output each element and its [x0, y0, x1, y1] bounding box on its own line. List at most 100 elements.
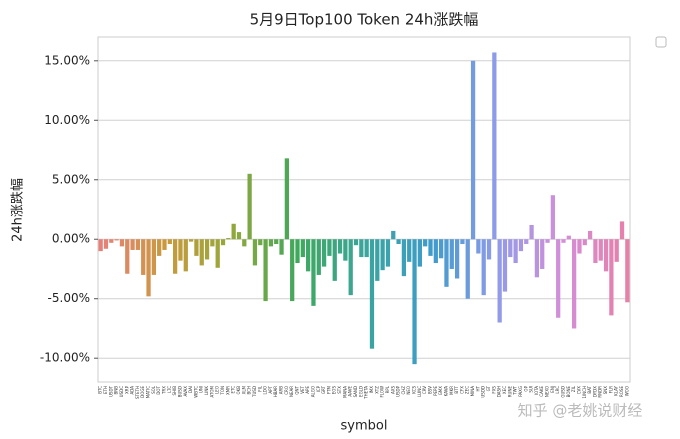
x-tick-label: CVX — [576, 386, 581, 395]
bar — [593, 239, 598, 264]
x-tick-label: ZIL — [571, 385, 576, 392]
bar — [540, 239, 545, 269]
bar — [300, 239, 305, 258]
bar — [412, 239, 417, 365]
x-tick-label: LUNC — [417, 386, 422, 397]
x-tick-label: OP — [523, 385, 528, 391]
x-tick-label: FTM — [326, 385, 331, 394]
x-tick-label: APT — [268, 385, 273, 393]
x-tick-label: XRP — [124, 385, 129, 394]
bar — [231, 223, 236, 240]
x-tick-label: USDP — [396, 385, 401, 397]
bar — [109, 239, 114, 243]
x-tick-label: TUSD — [252, 386, 257, 398]
x-tick-label: USDD — [481, 386, 486, 398]
y-tick-label: 0.00% — [52, 232, 90, 246]
bar — [598, 239, 603, 261]
bar-layer — [98, 52, 630, 365]
bar — [587, 230, 593, 240]
bar — [220, 239, 226, 246]
bar — [210, 239, 215, 247]
bar — [529, 224, 534, 240]
bar — [433, 239, 438, 264]
bar — [380, 239, 385, 271]
bar — [534, 239, 540, 278]
x-tick-label: EOS — [332, 386, 337, 395]
x-tick-label: 1INCH — [582, 386, 587, 399]
bar — [321, 239, 327, 267]
x-tick-label: NEXO — [545, 386, 550, 397]
bar — [625, 239, 630, 303]
x-tick-label: IMX — [369, 386, 374, 394]
bar — [279, 239, 284, 255]
x-tick-label: DAI — [188, 386, 193, 393]
bar — [188, 239, 194, 242]
bar — [513, 239, 518, 264]
watermark: 知乎 @老姚说财经 — [518, 402, 643, 420]
x-tick-label: MATIC — [146, 386, 151, 399]
x-tick-label: DYDX — [592, 386, 597, 397]
bar — [263, 239, 268, 302]
x-tick-label: HT — [475, 385, 480, 391]
bar — [423, 239, 428, 247]
bar — [130, 239, 135, 250]
x-tick-label: GMX — [438, 386, 443, 396]
bar — [199, 239, 204, 266]
x-tick-label: LDO — [263, 386, 268, 394]
x-tick-label: XMR — [225, 386, 230, 395]
x-tick-label: EGLD — [358, 386, 363, 397]
x-tick-label: LTC — [167, 386, 172, 393]
bar — [242, 239, 247, 247]
x-tick-label: IOTA — [534, 386, 539, 395]
x-tick-label: DASH — [497, 386, 502, 397]
bar — [502, 239, 508, 292]
x-tick-label: GT — [486, 385, 491, 391]
x-tick-label: LRC — [555, 386, 560, 394]
x-tick-label: FLR — [608, 386, 613, 394]
x-tick-label: KLAY — [614, 385, 619, 395]
x-tick-label: SAND — [353, 386, 358, 397]
x-tick-label: QNT — [295, 385, 300, 394]
bar — [481, 239, 486, 296]
bar — [375, 239, 380, 281]
bar — [454, 239, 460, 279]
bar — [492, 52, 497, 240]
bar — [306, 239, 311, 272]
x-tick-label: XEC — [502, 386, 507, 394]
x-tick-label: APE — [305, 386, 310, 394]
x-tick-label: BAT — [587, 385, 592, 393]
x-tick-label: CHZ — [401, 386, 406, 395]
x-tick-label: WBTC — [193, 386, 198, 398]
x-tick-label: DOT — [156, 385, 161, 394]
bar — [247, 173, 252, 240]
bar — [332, 239, 337, 281]
bar — [359, 239, 364, 258]
x-tick-label: BSV — [428, 386, 433, 394]
bar — [353, 239, 359, 246]
bar — [167, 239, 172, 244]
bar — [311, 239, 316, 306]
bar — [524, 239, 529, 244]
bar — [556, 239, 561, 318]
x-tick-label: FLOW — [380, 386, 385, 398]
x-tick-label: TON — [220, 386, 225, 396]
x-tick-label: FIL — [257, 385, 262, 391]
x-tick-label: BUSD — [177, 386, 182, 397]
x-tick-label: FXS — [491, 386, 496, 394]
x-tick-label: LINK — [204, 386, 209, 395]
x-tick-label: OKB — [236, 386, 241, 395]
bar — [603, 239, 609, 272]
x-axis-label: symbol — [341, 419, 388, 434]
y-tick-label: -10.00% — [40, 351, 90, 365]
bar — [295, 239, 300, 264]
bar — [290, 239, 295, 302]
x-tick-label: RNDR — [598, 386, 603, 398]
bar — [194, 239, 199, 256]
bar — [444, 239, 449, 287]
x-tick-label: SUI — [529, 386, 534, 393]
x-tick-label: USDT — [108, 385, 113, 397]
x-tick-label: LEO — [215, 386, 220, 394]
x-tick-label: ROSE — [619, 386, 624, 397]
x-tick-label: NEO — [406, 386, 411, 395]
x-tick-label: BNB — [114, 386, 119, 395]
